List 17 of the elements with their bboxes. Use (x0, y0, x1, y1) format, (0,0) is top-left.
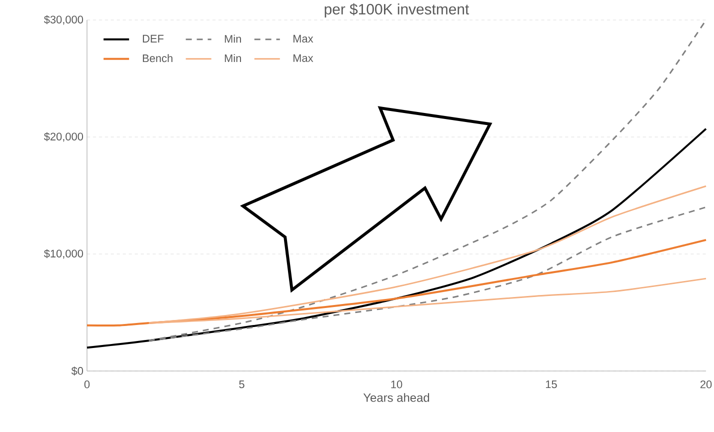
x-tick-label: 15 (546, 380, 557, 388)
y-tick-label: $0 (71, 366, 84, 376)
legend-label: Min (224, 54, 241, 62)
legend-label: DEF (142, 34, 164, 42)
legend-label: Min (224, 34, 241, 43)
x-tick-label: 10 (391, 380, 402, 388)
chart-title: per $100K investment (324, 3, 470, 18)
y-tick-label: $30,000 (44, 15, 84, 25)
x-tick-label: 5 (239, 380, 244, 388)
x-tick-label: 0 (84, 380, 90, 388)
legend-label: Bench (142, 54, 172, 62)
y-tick-label: $10,000 (44, 249, 84, 259)
y-tick-label: $20,000 (44, 132, 84, 142)
legend-label: Max (294, 34, 314, 43)
x-tick-label: 20 (700, 380, 712, 388)
x-axis-title: Years ahead (363, 393, 430, 402)
legend-label: Max (294, 54, 314, 62)
